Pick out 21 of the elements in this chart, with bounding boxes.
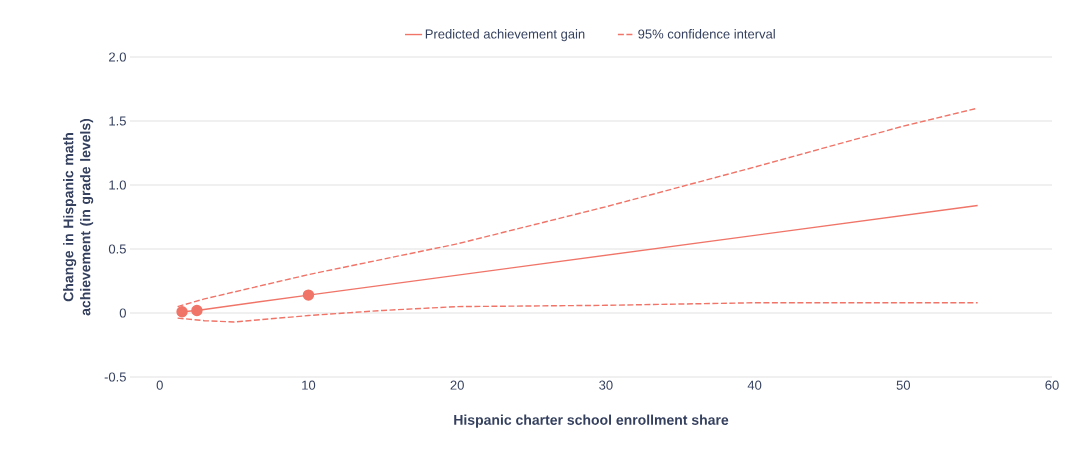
x-axis-title: Hispanic charter school enrollment share [454,414,729,428]
y-axis-title: Change in Hispanic math achievement (in grade levels) [63,118,94,316]
y-tick-label: -0.5 [104,372,126,382]
y-tick-label: 0 [119,308,126,318]
x-tick-label: 0 [156,380,163,390]
x-tick-label: 60 [1045,380,1059,390]
x-tick-label: 50 [896,380,911,390]
x-tick-label: 10 [302,380,316,390]
y-tick-label: 1.0 [109,180,126,190]
x-tick-label: 30 [599,380,613,390]
y-tick-label: 2.0 [109,52,126,62]
x-tick-label: 40 [747,380,762,390]
legend-label: 95% confidence interval [638,29,775,39]
y-tick-label: 1.5 [109,116,126,126]
line-series [176,302,979,323]
y-tick-label: 0.5 [108,244,126,254]
x-tick-label: 20 [450,380,464,390]
point [191,304,203,317]
point [176,306,188,318]
legend-label: Predicted achievement gain [425,29,585,42]
point [302,289,315,301]
